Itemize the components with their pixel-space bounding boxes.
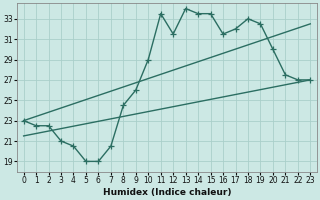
X-axis label: Humidex (Indice chaleur): Humidex (Indice chaleur) (103, 188, 231, 197)
